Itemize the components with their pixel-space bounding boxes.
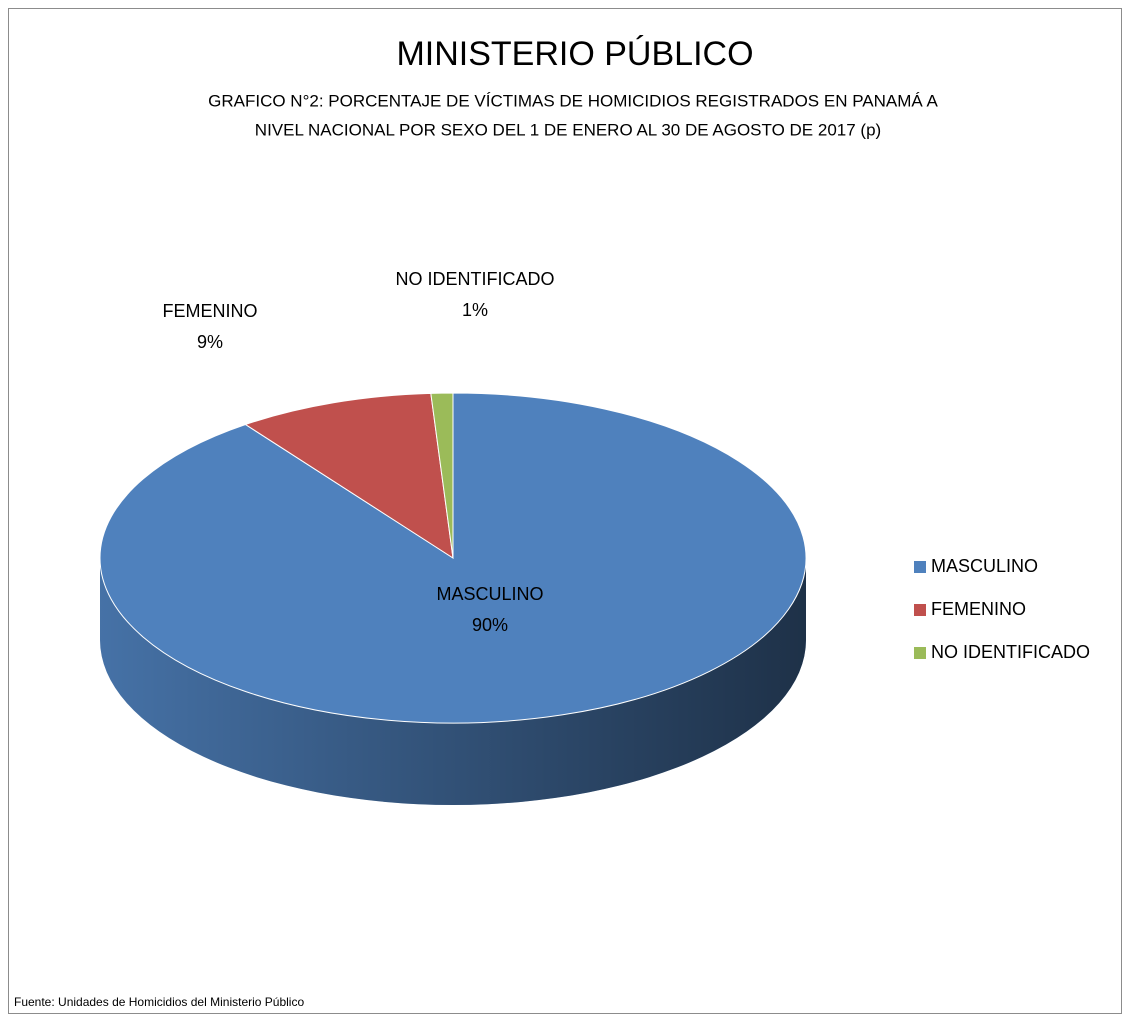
chart-subtitle: NIVEL NACIONAL POR SEXO DEL 1 DE ENERO A…	[255, 120, 881, 139]
data-label-value: 90%	[472, 615, 508, 635]
data-label-value: 1%	[462, 300, 488, 320]
data-label-name: MASCULINO	[436, 584, 543, 604]
legend-label: FEMENINO	[931, 599, 1026, 619]
slice-side-shade	[100, 558, 806, 805]
legend-label: NO IDENTIFICADO	[931, 642, 1090, 662]
chart-subtitle: GRAFICO N°2: PORCENTAJE DE VÍCTIMAS DE H…	[208, 91, 938, 110]
legend-label: MASCULINO	[931, 556, 1038, 576]
slice	[244, 392, 454, 560]
legend-swatch	[914, 561, 926, 573]
legend-swatch	[914, 604, 926, 616]
legend-swatch	[914, 647, 926, 659]
chart-title: MINISTERIO PÚBLICO	[396, 35, 753, 73]
data-label-name: NO IDENTIFICADO	[395, 269, 554, 289]
data-label-value: 9%	[197, 332, 223, 352]
source-note: Fuente: Unidades de Homicidios del Minis…	[14, 995, 304, 1009]
data-label-name: FEMENINO	[162, 301, 257, 321]
slice	[430, 392, 454, 559]
